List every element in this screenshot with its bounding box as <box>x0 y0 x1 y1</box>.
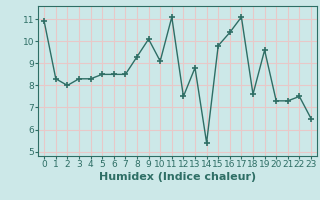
X-axis label: Humidex (Indice chaleur): Humidex (Indice chaleur) <box>99 172 256 182</box>
